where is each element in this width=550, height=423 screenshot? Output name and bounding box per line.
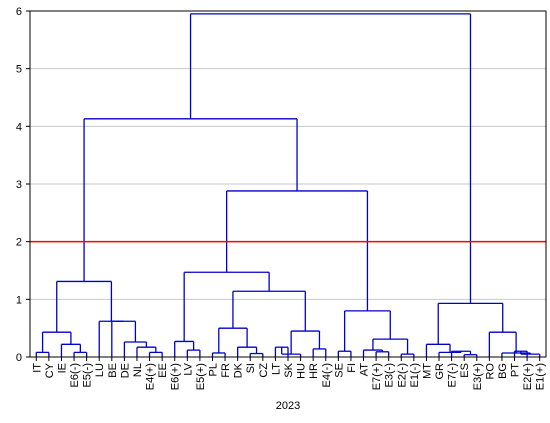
leaf-label: PL xyxy=(207,363,219,376)
leaf-label: BE xyxy=(107,363,119,378)
y-tick-label: 1 xyxy=(16,294,22,306)
leaf-label: LT xyxy=(270,363,282,375)
leaf-label: E7(-) xyxy=(447,363,459,387)
leaf-label: ES xyxy=(459,363,471,378)
leaf-label: HR xyxy=(308,363,320,379)
leaf-label: E7(+) xyxy=(371,363,383,390)
leaf-label: E3(-) xyxy=(384,363,396,387)
leaf-label: E5(+) xyxy=(195,363,207,390)
leaf-label: E4(+) xyxy=(145,363,157,390)
leaf-label: E2(+) xyxy=(522,363,534,390)
leaf-label: LU xyxy=(94,363,106,377)
leaf-label: RO xyxy=(484,363,496,380)
x-axis-ticks: IT CY IE E6(-) E5(-) LU BE DE NL E4(+) EE E6(+) LV E5… xyxy=(31,357,547,390)
y-tick-label: 6 xyxy=(16,6,22,18)
leaf-label: HU xyxy=(296,363,308,379)
leaf-label: DK xyxy=(233,362,245,378)
y-tick-label: 4 xyxy=(16,121,22,133)
leaf-label: FI xyxy=(346,363,358,373)
y-tick-label: 5 xyxy=(16,64,22,76)
leaf-label: E1(+) xyxy=(535,363,547,390)
leaf-label: NL xyxy=(132,363,144,377)
x-axis-label: 2023 xyxy=(276,400,300,412)
y-tick-label: 2 xyxy=(16,237,22,249)
leaf-label: IE xyxy=(56,363,68,373)
leaf-label: E4(-) xyxy=(321,363,333,387)
leaf-label: DE xyxy=(119,363,131,378)
y-tick-label: 0 xyxy=(16,352,22,364)
y-axis-ticks: 0 1 2 3 4 5 6 xyxy=(16,6,30,364)
leaf-label: E5(-) xyxy=(82,363,94,387)
leaf-label: CZ xyxy=(258,363,270,378)
leaf-label: IT xyxy=(31,363,43,373)
leaf-label: E1(-) xyxy=(409,363,421,387)
leaf-label: SI xyxy=(245,363,257,373)
leaf-label: GR xyxy=(434,363,446,380)
leaf-label: BG xyxy=(497,363,509,379)
leaf-label: MT xyxy=(421,363,433,379)
leaf-label: PT xyxy=(510,363,522,377)
leaf-label: CY xyxy=(44,362,56,378)
tree-layer xyxy=(35,13,541,357)
leaf-label: E3(+) xyxy=(472,363,484,390)
leaf-label: E6(+) xyxy=(170,363,182,390)
leaf-label: LV xyxy=(182,362,194,375)
leaf-label: SE xyxy=(333,363,345,378)
leaf-label: E2(-) xyxy=(396,363,408,387)
leaf-label: AT xyxy=(359,363,371,377)
leaf-label: SK xyxy=(283,362,295,377)
leaf-label: E6(-) xyxy=(69,363,81,387)
leaf-label: FR xyxy=(220,363,232,378)
leaf-label: EE xyxy=(157,363,169,378)
y-tick-label: 3 xyxy=(16,179,22,191)
